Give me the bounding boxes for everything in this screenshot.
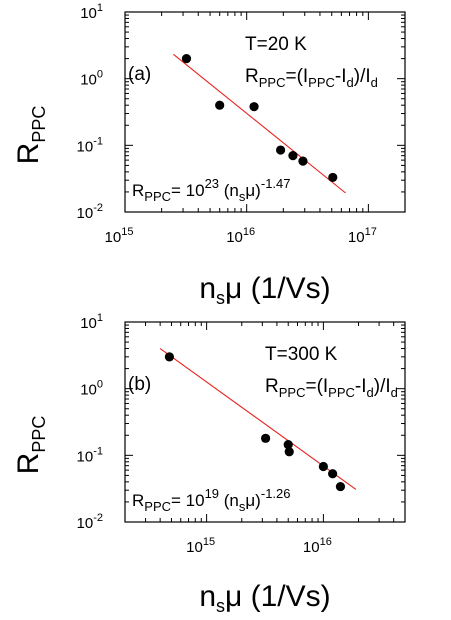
fit-equation: RPPC= 1023 (nsμ)-1.47 [132, 176, 291, 204]
data-point [318, 461, 328, 472]
data-point [283, 439, 293, 450]
x-axis-title: nsμ (1/Vs) [199, 580, 330, 616]
chart-panel-b: 1015 1016 101 100 10-1 10-2 nsμ (1/Vs) RPPC (b) T… [12, 312, 406, 616]
y-tick-label: 10-2 [77, 512, 103, 532]
data-point [249, 102, 259, 112]
data-point [164, 352, 174, 362]
temperature-label: T=300 K [265, 344, 338, 365]
y-tick-label: 10-1 [77, 445, 103, 465]
y-tick-label: 101 [80, 2, 103, 22]
y-tick-label: 10-1 [77, 135, 103, 155]
data-point [298, 156, 308, 166]
plot-frame [124, 321, 406, 523]
y-tick-label: 100 [80, 69, 103, 89]
definition-equation: RPPC=(IPPC-Id)/Id [265, 376, 398, 400]
x-tick-label: 1017 [348, 226, 377, 246]
x-tick-label: 1016 [303, 536, 332, 556]
data-point [181, 53, 192, 64]
data-point [335, 481, 346, 492]
fit-equation: RPPC= 1019 (nsμ)-1.26 [132, 486, 291, 514]
x-tick-label: 1016 [226, 226, 255, 246]
temperature-label: T=20 K [245, 34, 307, 55]
fit-line [173, 53, 346, 194]
data-point [328, 172, 338, 183]
plot-frame [124, 11, 406, 213]
data-point [261, 433, 271, 443]
panel-label: (a) [128, 64, 151, 85]
y-tick-label: 100 [80, 379, 103, 399]
data-point [215, 100, 225, 110]
y-axis-title: RPPC [12, 416, 49, 475]
chart-panel-a: 1015 1016 1017 101 100 10-1 10-2 nsμ (1/Vs) RPPC… [12, 2, 406, 308]
data-point [284, 447, 294, 457]
x-axis-title: nsμ (1/Vs) [199, 272, 330, 308]
data-point [288, 151, 298, 161]
panel-label: (b) [128, 374, 151, 395]
definition-equation: RPPC=(IPPC-Id)/Id [245, 66, 378, 90]
x-tick-label: 1015 [186, 536, 215, 556]
data-point [276, 145, 286, 155]
x-tick-label: 1015 [105, 226, 134, 246]
y-tick-label: 101 [80, 312, 103, 332]
y-axis-title: RPPC [12, 106, 49, 165]
data-point [328, 469, 338, 479]
y-tick-label: 10-2 [77, 202, 103, 222]
